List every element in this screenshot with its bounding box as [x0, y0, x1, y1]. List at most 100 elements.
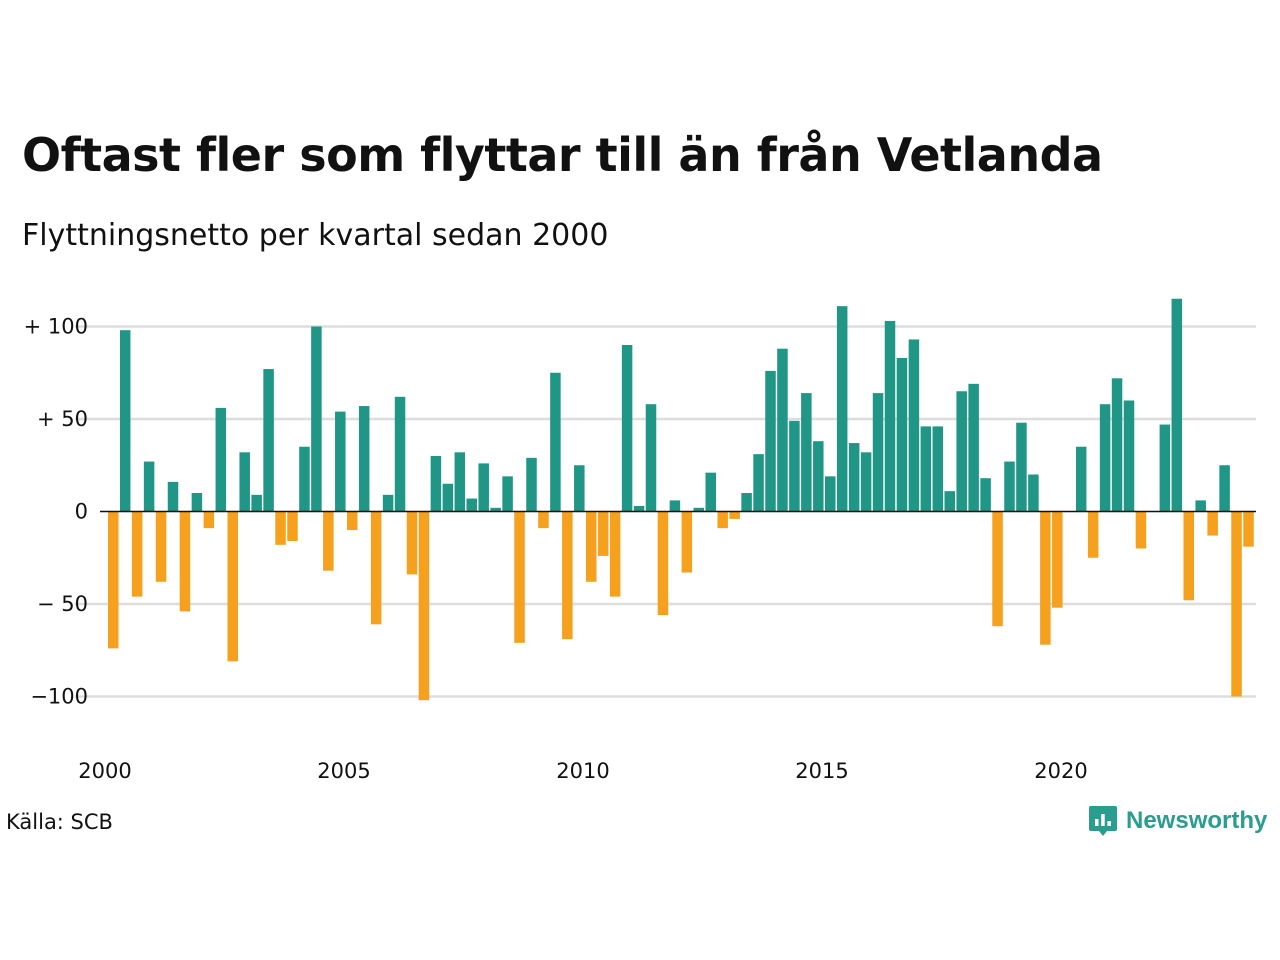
bar-2018K3 [992, 511, 1003, 627]
y-axis-ticks: + 100 + 50 0 − 50 −100 [24, 315, 88, 709]
bar-2005K2 [358, 406, 370, 512]
bar-2012K4 [717, 511, 728, 529]
bar-2006K2 [406, 511, 418, 575]
bar-2001K4 [191, 493, 203, 512]
y-tick-label: 0 [75, 500, 88, 524]
bar-2020K2 [1075, 446, 1087, 512]
bar-2005K3 [370, 511, 382, 625]
y-tick-label: + 50 [37, 407, 88, 431]
bar-2009K4 [574, 465, 585, 512]
bar-2016K3 [896, 357, 908, 512]
bar-2004K3 [323, 511, 334, 571]
bar-2002K3 [227, 511, 238, 662]
bar-2012K2 [693, 507, 705, 512]
bar-2019K2 [1028, 474, 1039, 512]
bar-2018K2 [980, 478, 991, 512]
bar-2011K2 [645, 404, 657, 512]
bar-2013K2 [741, 493, 752, 512]
bar-2007K2 [454, 452, 466, 512]
bar-2021K2 [1123, 400, 1135, 512]
bar-2021K3 [1135, 511, 1147, 549]
bar-2012K3 [705, 472, 716, 512]
bar-2011K4 [669, 500, 681, 512]
x-tick-label: 2000 [78, 759, 131, 783]
bar-2018K1 [968, 383, 979, 512]
bar-2009K1 [538, 511, 549, 529]
brand-logo: Newsworthy [1088, 804, 1267, 838]
x-tick-label: 2005 [317, 759, 370, 783]
x-axis-ticks: 2000 2005 2010 2015 2020 [78, 759, 1087, 783]
bar-2006K1 [394, 396, 406, 512]
bar-2018K4 [1004, 461, 1015, 512]
bar-2004K2 [311, 326, 322, 512]
bar-2000K1 [108, 511, 119, 649]
bar-2016K4 [908, 339, 920, 512]
bar-2000K3 [131, 511, 143, 597]
bar-2020K4 [1099, 404, 1111, 512]
bar-2023K3 [1231, 511, 1242, 697]
bar-2015K3 [848, 443, 860, 512]
x-tick-label: 2015 [795, 759, 848, 783]
bar-2011K1 [633, 505, 645, 512]
y-tick-label: + 100 [24, 315, 88, 339]
bar-2022K1 [1159, 424, 1171, 512]
bar-2008K1 [490, 507, 501, 512]
bar-2004K4 [335, 411, 346, 512]
bar-2002K2 [215, 407, 227, 512]
bar-2015K4 [860, 452, 872, 512]
bar-2022K2 [1171, 298, 1183, 512]
bar-2001K2 [167, 481, 179, 512]
bar-2014K2 [789, 420, 800, 512]
bar-2001K3 [179, 511, 191, 612]
bar-2021K1 [1111, 378, 1123, 512]
bar-2014K4 [813, 441, 824, 512]
bar-2002K4 [239, 452, 250, 512]
bar-2017K1 [920, 426, 932, 512]
bar-2017K2 [932, 426, 944, 512]
bar-2010K3 [609, 511, 621, 597]
bar-2023K4 [1243, 511, 1254, 547]
bar-2001K1 [155, 511, 167, 582]
bar-2010K1 [586, 511, 597, 582]
bar-2022K4 [1195, 500, 1206, 512]
bar-2006K4 [430, 456, 442, 512]
x-tick-label: 2010 [556, 759, 609, 783]
bar-2009K3 [562, 511, 573, 640]
bar-2016K2 [884, 320, 896, 512]
bar-2023K1 [1207, 511, 1218, 536]
chart-subtitle: Flyttningsnetto per kvartal sedan 2000 [22, 218, 609, 253]
bar-2017K4 [956, 391, 967, 512]
bar-2012K1 [681, 511, 693, 573]
bar-2019K1 [1016, 422, 1027, 512]
bar-2008K3 [514, 511, 525, 643]
bar-2008K4 [526, 457, 537, 512]
chart-title: Oftast fler som flyttar till än från Vet… [22, 128, 1103, 182]
bar-2016K1 [872, 393, 884, 512]
bar-2014K1 [777, 348, 788, 512]
bar-2000K2 [119, 330, 131, 512]
bar-2007K1 [442, 483, 454, 512]
bar-2009K2 [550, 372, 561, 512]
bar-2023K2 [1219, 465, 1230, 512]
bar-2015K1 [825, 476, 836, 512]
bar-chart: + 100 + 50 0 − 50 −100 2000 2005 2010 2015 2020 [24, 298, 1256, 783]
y-tick-label: − 50 [37, 592, 88, 616]
bars [108, 298, 1254, 701]
bar-2013K3 [753, 454, 764, 512]
bar-2007K4 [478, 463, 489, 512]
x-tick-label: 2020 [1034, 759, 1087, 783]
bar-2003K1 [251, 494, 262, 512]
bar-2008K2 [502, 476, 513, 512]
bar-2020K3 [1087, 511, 1099, 558]
bar-2000K4 [143, 461, 155, 512]
bar-2019K3 [1040, 511, 1051, 645]
bar-2005K4 [382, 494, 394, 512]
bar-2019K4 [1052, 511, 1063, 608]
bar-2007K3 [466, 498, 477, 512]
y-tick-label: −100 [30, 685, 88, 709]
bar-2010K4 [621, 345, 633, 512]
bar-2013K4 [765, 370, 776, 512]
bar-2010K2 [597, 511, 609, 556]
bar-2002K1 [203, 511, 215, 529]
source-label: Källa: SCB [6, 810, 113, 834]
